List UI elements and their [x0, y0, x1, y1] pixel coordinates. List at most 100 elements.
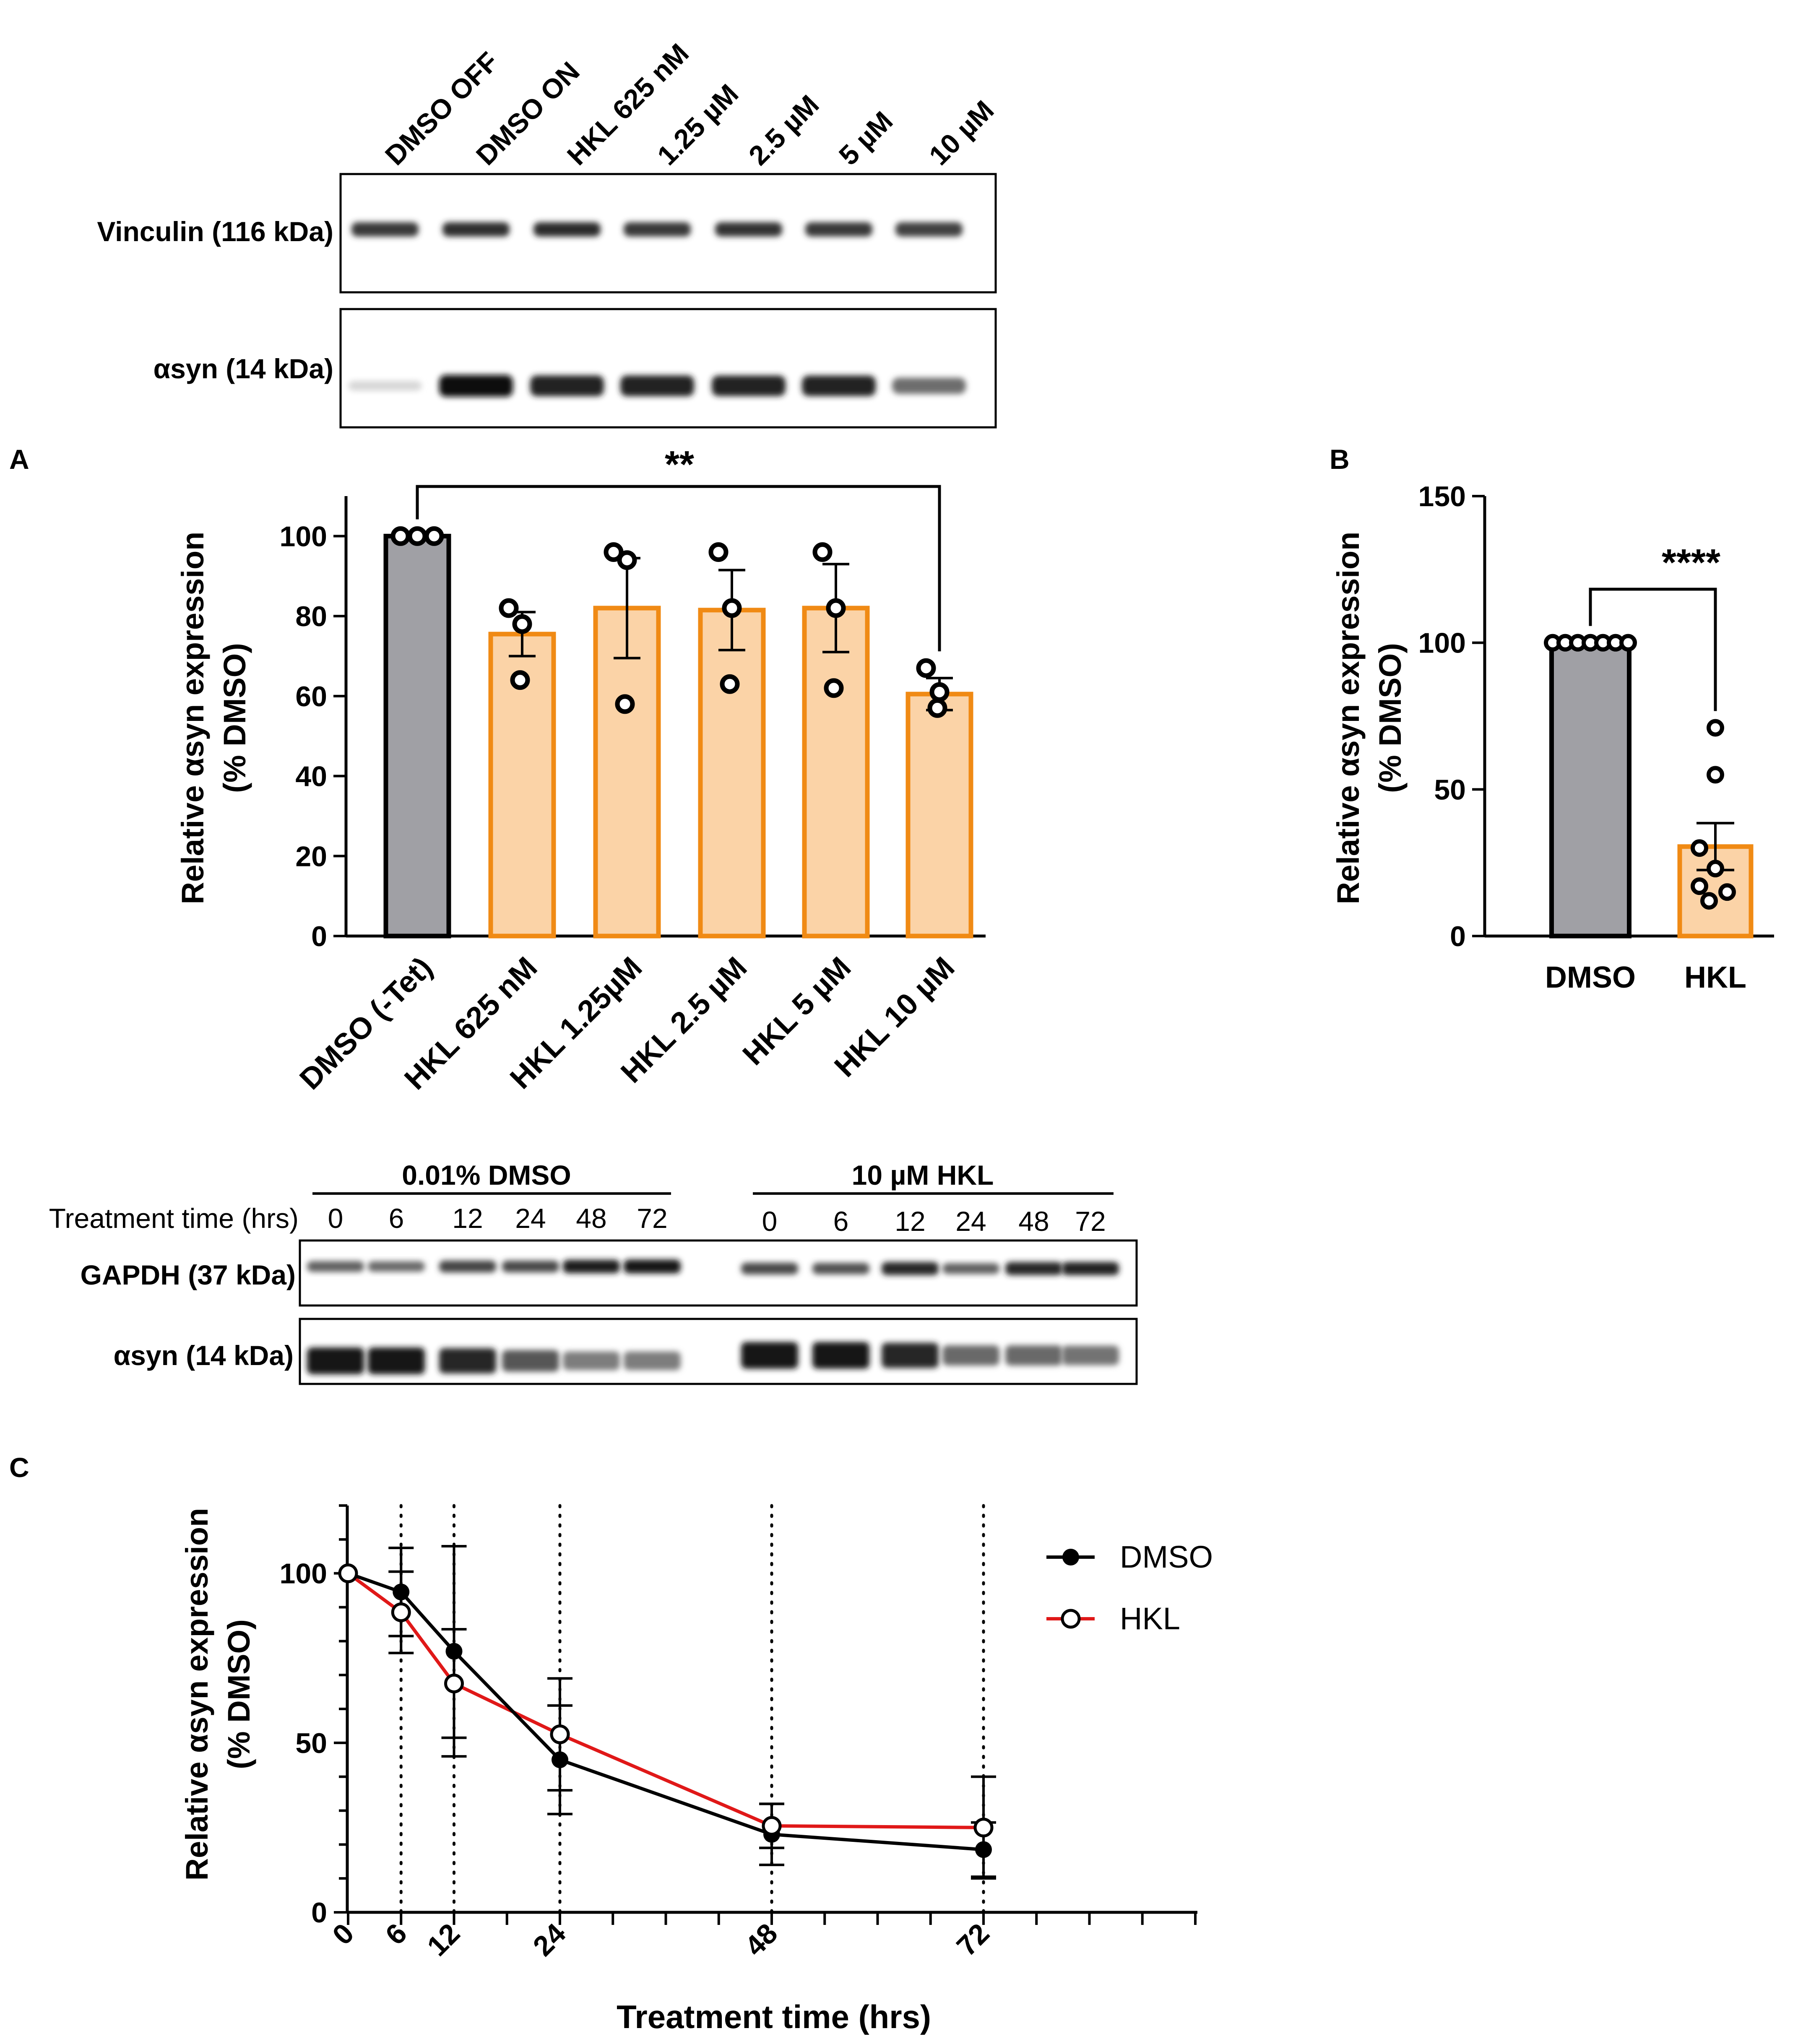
blot-c-row2-label: αsyn (14 kDa)	[114, 1340, 294, 1371]
blot-c-group1-label: 0.01% DMSO	[402, 1160, 571, 1191]
chart-b-significance: ****	[1662, 542, 1720, 584]
chart-a-point	[512, 614, 532, 634]
chart-a-point	[604, 542, 624, 562]
chart-b-point	[1619, 634, 1637, 652]
chart-c-xtick-label: 0	[326, 1917, 360, 1951]
chart-c-hkl-point	[762, 1816, 782, 1836]
chart-a-point	[916, 658, 936, 678]
chart-c-dmso-point	[393, 1584, 410, 1601]
chart-a-ylabel-line2: (% DMSO)	[217, 643, 252, 793]
blot-c-time-label: 72	[637, 1203, 667, 1234]
chart-c-dmso-point	[445, 1643, 463, 1660]
blot-c-time-label: 48	[1018, 1206, 1049, 1237]
blot-c-time-label: 12	[452, 1203, 483, 1234]
chart-a: Relative αsyn expression (% DMSO) ** 0 20…	[175, 444, 986, 1096]
chart-b-xtick-label: HKL	[1684, 961, 1746, 994]
chart-a-point	[617, 550, 637, 570]
chart-a-bar	[905, 692, 973, 939]
chart-b-ylabel-line2: (% DMSO)	[1373, 643, 1408, 793]
blot-c-time-labels: 0 0 6 6 12 12 24 24 48 48 72 72	[328, 1203, 1106, 1237]
blot-c-gapdh-band	[368, 1261, 425, 1272]
chart-a-point	[722, 598, 742, 618]
chart-a-point	[708, 542, 729, 562]
chart-b-xtick-label: DMSO	[1545, 961, 1636, 994]
chart-a-bar	[698, 608, 766, 939]
blot-a-asyn-band	[348, 381, 422, 391]
blot-c-asyn-band	[307, 1347, 364, 1374]
chart-a-point	[927, 698, 947, 718]
blot-c-asyn-band	[741, 1342, 798, 1369]
blot-a-lane-label: 2.5 µM	[743, 89, 825, 171]
blot-c-gapdh-band	[1005, 1262, 1062, 1275]
chart-c-hkl-point	[444, 1673, 464, 1693]
blot-c-asyn-band	[563, 1351, 620, 1370]
chart-c-hkl-point	[391, 1602, 411, 1623]
blot-c-asyn-bands	[307, 1342, 1119, 1374]
chart-b-ytick-label: 150	[1418, 481, 1466, 512]
panel-label-c: C	[9, 1452, 29, 1483]
blot-a-asyn-bands	[348, 375, 966, 397]
blot-a-vinculin-band	[805, 222, 872, 237]
chart-a-significance-bracket	[416, 485, 941, 652]
blot-c-gapdh-band	[624, 1259, 681, 1274]
blot-a-asyn-band	[712, 375, 786, 396]
chart-a-bar	[383, 533, 451, 939]
blot-c-time-label: 72	[1075, 1206, 1106, 1237]
blot-c-gapdh-band	[563, 1259, 620, 1274]
chart-b-bar	[1549, 640, 1631, 939]
chart-a-point	[424, 526, 444, 546]
chart-b-point	[1691, 839, 1708, 857]
chart-b-ylabel-line1: Relative αsyn expression	[1331, 532, 1366, 905]
blot-a-asyn-band	[802, 375, 876, 396]
western-blot-c: 0.01% DMSO 10 µM HKL Treatment time (hrs…	[49, 1160, 1138, 1385]
blot-a-lane-label: 1.25 µM	[651, 78, 744, 171]
chart-b-point	[1707, 860, 1724, 878]
chart-c-xlabel: Treatment time (hrs)	[617, 1998, 931, 2035]
chart-c-xtick-label: 24	[527, 1917, 572, 1962]
blot-c-group2-label: 10 µM HKL	[852, 1160, 994, 1191]
blot-c-time-label: 24	[955, 1206, 986, 1237]
blot-a-vinculin-band	[715, 222, 782, 237]
chart-b-point	[1718, 883, 1736, 901]
blot-a-asyn-band	[892, 377, 966, 394]
chart-c-legend-dmso-label: DMSO	[1120, 1540, 1213, 1574]
chart-c-ytick-label: 0	[311, 1897, 327, 1929]
chart-c-hkl-point	[973, 1818, 994, 1838]
chart-c-dmso-point	[975, 1841, 992, 1858]
chart-a-ytick-label: 20	[295, 840, 327, 872]
blot-c-time-label: 24	[515, 1203, 546, 1234]
chart-a-ytick-label: 0	[311, 921, 327, 952]
chart-b-point	[1707, 719, 1724, 737]
blot-a-asyn-band	[530, 375, 604, 396]
blot-a-row2-label: αsyn (14 kDa)	[154, 353, 333, 384]
blot-a-vinculin-band	[895, 222, 963, 237]
chart-a-point	[826, 598, 846, 618]
chart-a-ylabel-line1: Relative αsyn expression	[175, 532, 210, 905]
chart-a-ytick-label: 100	[280, 520, 327, 552]
blot-c-time-label: 6	[389, 1203, 404, 1234]
chart-c-legend-hkl-label: HKL	[1120, 1601, 1180, 1636]
chart-c-hkl-point	[550, 1724, 570, 1745]
blot-c-row1-label: GAPDH (37 kDa)	[81, 1259, 296, 1290]
chart-c-ylabel-line1: Relative αsyn expression	[180, 1508, 214, 1881]
chart-a-point	[407, 526, 427, 546]
chart-b-ytick-label: 100	[1418, 627, 1466, 659]
blot-c-gapdh-band	[942, 1263, 999, 1274]
blot-c-gapdh-band	[812, 1263, 869, 1274]
blot-c-time-label: 0	[328, 1203, 343, 1234]
chart-c-hkl-point	[338, 1563, 358, 1584]
blot-c-asyn-band	[1062, 1345, 1119, 1365]
chart-c-hkl-line	[347, 1572, 984, 1829]
chart-b-point	[1700, 892, 1718, 910]
blot-c-time-label: 48	[576, 1203, 606, 1234]
blot-c-asyn-band	[1005, 1345, 1062, 1366]
chart-a-point	[812, 542, 833, 562]
chart-c-dmso-line	[347, 1571, 984, 1852]
chart-c-ytick-label: 100	[280, 1558, 327, 1590]
chart-a-point	[510, 670, 530, 690]
chart-a-point	[824, 678, 844, 698]
blot-a-vinculin-bands	[351, 222, 963, 237]
